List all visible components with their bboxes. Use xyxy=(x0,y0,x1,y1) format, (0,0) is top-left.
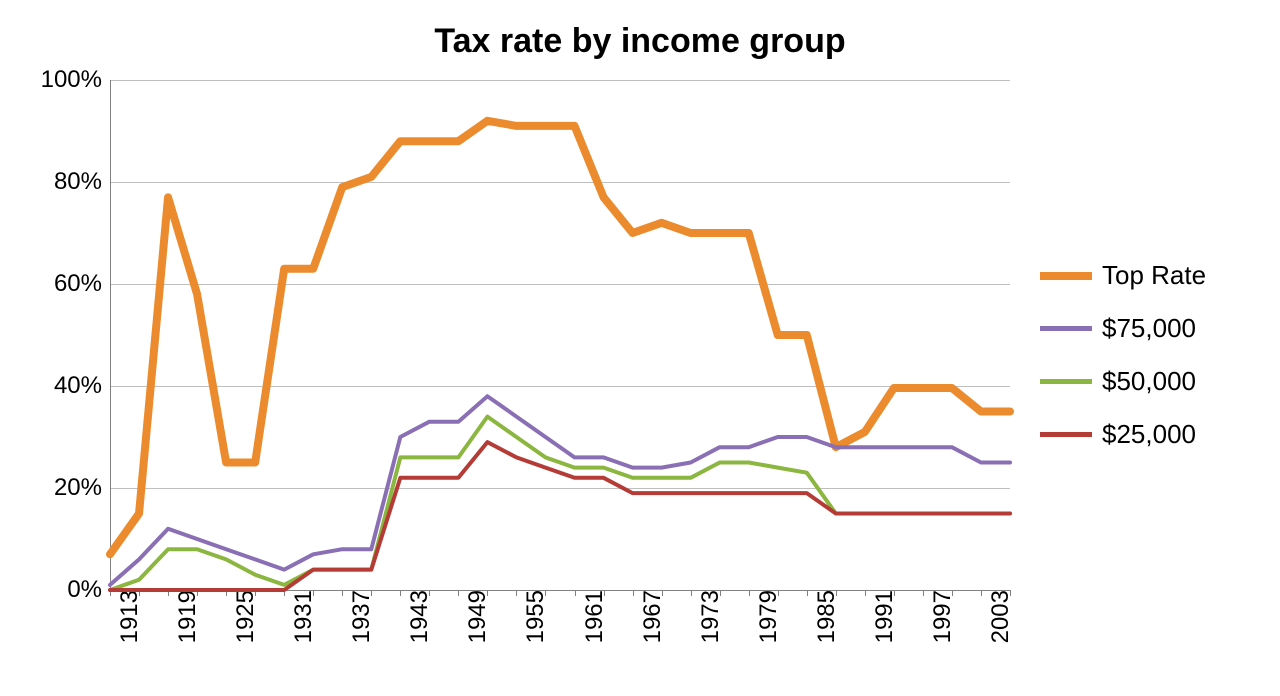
chart-title: Tax rate by income group xyxy=(0,22,1280,61)
x-axis-label: 1943 xyxy=(406,590,434,643)
x-axis-label: 1931 xyxy=(290,590,318,643)
x-tick xyxy=(545,590,546,596)
x-tick xyxy=(313,590,314,596)
series-line xyxy=(110,396,1010,585)
plot-area: 0%20%40%60%80%100%1913191919251931193719… xyxy=(110,80,1010,590)
x-tick xyxy=(807,590,808,596)
x-tick xyxy=(749,590,750,596)
x-tick xyxy=(1010,590,1011,596)
legend-label: $25,000 xyxy=(1102,419,1196,450)
legend-item: $50,000 xyxy=(1040,366,1206,397)
x-tick xyxy=(662,590,663,596)
x-axis-label: 1955 xyxy=(522,590,550,643)
x-tick xyxy=(836,590,837,596)
x-tick xyxy=(720,590,721,596)
legend-swatch xyxy=(1040,379,1092,384)
x-axis-label: 1961 xyxy=(581,590,609,643)
legend: Top Rate $75,000 $50,000 $25,000 xyxy=(1040,260,1206,472)
x-tick xyxy=(429,590,430,596)
legend-item: $25,000 xyxy=(1040,419,1206,450)
x-tick xyxy=(371,590,372,596)
x-axis-label: 1979 xyxy=(755,590,783,643)
legend-label: Top Rate xyxy=(1102,260,1206,291)
legend-item: $75,000 xyxy=(1040,313,1206,344)
x-tick xyxy=(778,590,779,596)
series-line xyxy=(110,417,1010,590)
x-axis-label: 2003 xyxy=(987,590,1015,643)
x-tick xyxy=(342,590,343,596)
x-tick xyxy=(458,590,459,596)
y-axis-label: 60% xyxy=(54,270,110,298)
x-tick xyxy=(516,590,517,596)
x-tick xyxy=(487,590,488,596)
legend-item: Top Rate xyxy=(1040,260,1206,291)
x-tick xyxy=(865,590,866,596)
x-axis-label: 1991 xyxy=(871,590,899,643)
x-axis-label: 1985 xyxy=(813,590,841,643)
x-tick xyxy=(981,590,982,596)
legend-swatch xyxy=(1040,432,1092,437)
x-tick xyxy=(894,590,895,596)
legend-swatch xyxy=(1040,272,1092,280)
x-axis-label: 1973 xyxy=(697,590,725,643)
x-axis-label: 1937 xyxy=(348,590,376,643)
y-axis-label: 0% xyxy=(67,576,110,604)
y-axis-label: 20% xyxy=(54,474,110,502)
y-axis-label: 100% xyxy=(41,66,110,94)
legend-label: $50,000 xyxy=(1102,366,1196,397)
x-axis-label: 1913 xyxy=(116,590,144,643)
x-tick xyxy=(604,590,605,596)
x-axis-label: 1949 xyxy=(464,590,492,643)
x-tick xyxy=(575,590,576,596)
x-tick xyxy=(400,590,401,596)
x-tick xyxy=(633,590,634,596)
legend-swatch xyxy=(1040,326,1092,331)
y-axis-label: 80% xyxy=(54,168,110,196)
x-axis-label: 1997 xyxy=(929,590,957,643)
x-tick xyxy=(923,590,924,596)
legend-label: $75,000 xyxy=(1102,313,1196,344)
y-axis-label: 40% xyxy=(54,372,110,400)
line-canvas xyxy=(110,80,1010,590)
chart-container: Tax rate by income group 0%20%40%60%80%1… xyxy=(0,0,1280,696)
x-tick xyxy=(691,590,692,596)
x-axis-label: 1919 xyxy=(174,590,202,643)
x-axis-label: 1925 xyxy=(232,590,260,643)
x-tick xyxy=(952,590,953,596)
x-axis-label: 1967 xyxy=(639,590,667,643)
series-line xyxy=(110,121,1010,555)
